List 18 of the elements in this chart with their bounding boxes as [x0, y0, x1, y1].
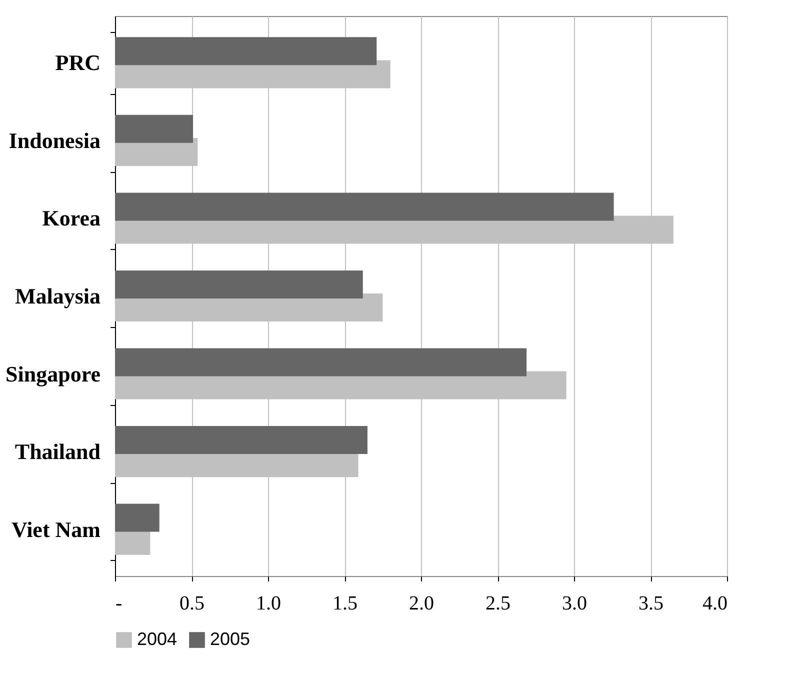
- x-tick-label: 4.0: [702, 592, 728, 614]
- y-tick-label: Indonesia: [8, 128, 100, 153]
- x-tick-label: 1.0: [256, 592, 281, 614]
- x-tick-label: 3.0: [562, 592, 587, 614]
- x-tick-label: 1.5: [332, 592, 358, 614]
- y-tick-label: Korea: [42, 206, 100, 231]
- legend-label: 2005: [210, 629, 250, 649]
- y-tick-label: Thailand: [14, 439, 100, 464]
- x-tick-label: 2.5: [486, 592, 510, 614]
- x-tick-label: 0.5: [180, 592, 204, 614]
- y-tick-label: Malaysia: [14, 284, 100, 308]
- y-tick-label: Singapore: [6, 361, 101, 386]
- x-tick-label: -: [116, 592, 122, 614]
- y-tick-label: PRC: [55, 50, 100, 76]
- x-tick-label: 2.0: [409, 592, 434, 614]
- legend-label: 2004: [137, 629, 178, 649]
- y-tick-label: Viet Nam: [12, 516, 100, 542]
- x-tick-label: 3.5: [638, 592, 664, 614]
